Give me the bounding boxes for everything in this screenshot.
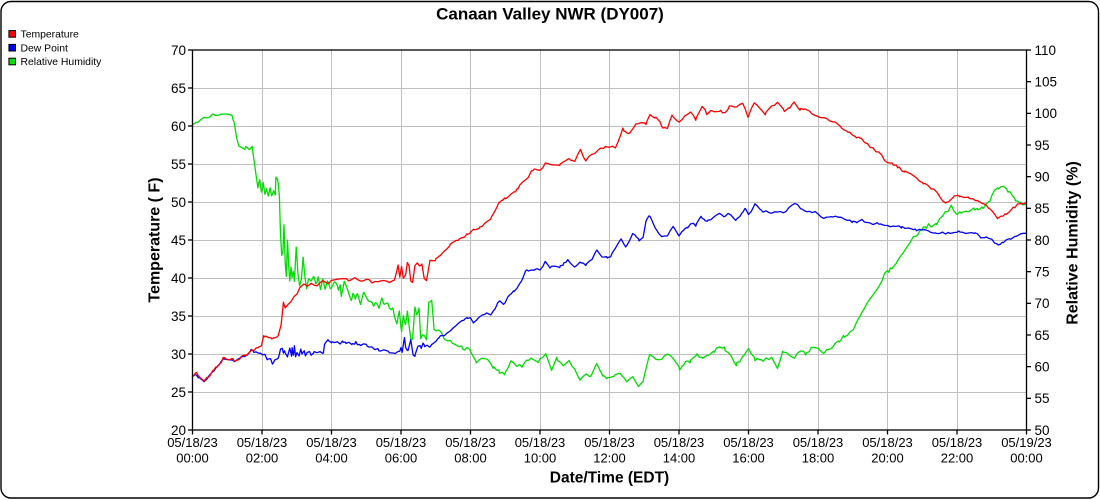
svg-text:05/18/23: 05/18/23 bbox=[932, 435, 983, 450]
svg-text:20:00: 20:00 bbox=[871, 451, 904, 466]
svg-text:Canaan Valley NWR (DY007): Canaan Valley NWR (DY007) bbox=[436, 5, 664, 24]
svg-text:Dew Point: Dew Point bbox=[21, 43, 68, 54]
svg-text:05/18/23: 05/18/23 bbox=[793, 435, 844, 450]
svg-text:70: 70 bbox=[1035, 296, 1050, 311]
svg-text:70: 70 bbox=[171, 43, 186, 58]
svg-text:100: 100 bbox=[1035, 106, 1058, 121]
svg-text:55: 55 bbox=[171, 157, 186, 172]
svg-text:10:00: 10:00 bbox=[524, 451, 557, 466]
svg-text:00:00: 00:00 bbox=[176, 451, 209, 466]
svg-text:Temperature ( F): Temperature ( F) bbox=[147, 177, 164, 302]
svg-text:05/19/23: 05/19/23 bbox=[1001, 435, 1052, 450]
svg-text:05/18/23: 05/18/23 bbox=[376, 435, 427, 450]
svg-text:110: 110 bbox=[1035, 43, 1057, 58]
svg-text:05/18/23: 05/18/23 bbox=[723, 435, 774, 450]
svg-text:35: 35 bbox=[171, 309, 186, 324]
svg-text:25: 25 bbox=[171, 385, 186, 400]
svg-text:65: 65 bbox=[1035, 328, 1050, 343]
svg-text:05/18/23: 05/18/23 bbox=[237, 435, 288, 450]
svg-text:06:00: 06:00 bbox=[385, 451, 418, 466]
svg-text:00:00: 00:00 bbox=[1010, 451, 1043, 466]
svg-text:85: 85 bbox=[1035, 201, 1050, 216]
svg-text:22:00: 22:00 bbox=[941, 451, 974, 466]
svg-text:90: 90 bbox=[1035, 170, 1050, 185]
svg-text:65: 65 bbox=[171, 81, 186, 96]
svg-text:12:00: 12:00 bbox=[593, 451, 626, 466]
svg-text:50: 50 bbox=[1035, 423, 1050, 438]
svg-text:04:00: 04:00 bbox=[315, 451, 348, 466]
svg-text:50: 50 bbox=[171, 195, 186, 210]
svg-text:30: 30 bbox=[171, 347, 186, 362]
svg-text:02:00: 02:00 bbox=[246, 451, 279, 466]
svg-text:60: 60 bbox=[171, 119, 186, 134]
svg-text:05/18/23: 05/18/23 bbox=[862, 435, 913, 450]
svg-text:18:00: 18:00 bbox=[802, 451, 835, 466]
svg-text:05/18/23: 05/18/23 bbox=[515, 435, 566, 450]
svg-text:05/18/23: 05/18/23 bbox=[306, 435, 357, 450]
svg-text:05/18/23: 05/18/23 bbox=[654, 435, 705, 450]
svg-text:95: 95 bbox=[1035, 138, 1050, 153]
svg-text:08:00: 08:00 bbox=[454, 451, 487, 466]
svg-text:Relative Humidity: Relative Humidity bbox=[21, 57, 103, 68]
svg-text:60: 60 bbox=[1035, 360, 1050, 375]
svg-text:20: 20 bbox=[171, 423, 186, 438]
svg-text:05/18/23: 05/18/23 bbox=[584, 435, 635, 450]
svg-text:05/18/23: 05/18/23 bbox=[445, 435, 496, 450]
svg-text:80: 80 bbox=[1035, 233, 1050, 248]
svg-text:40: 40 bbox=[171, 271, 186, 286]
svg-text:Relative Humidity (%): Relative Humidity (%) bbox=[1065, 161, 1082, 325]
svg-text:55: 55 bbox=[1035, 391, 1050, 406]
svg-text:75: 75 bbox=[1035, 265, 1050, 280]
svg-text:Temperature: Temperature bbox=[21, 30, 80, 41]
svg-text:Date/Time (EDT): Date/Time (EDT) bbox=[550, 470, 669, 487]
svg-text:16:00: 16:00 bbox=[732, 451, 765, 466]
svg-text:14:00: 14:00 bbox=[663, 451, 696, 466]
svg-text:05/18/23: 05/18/23 bbox=[167, 435, 218, 450]
svg-text:45: 45 bbox=[171, 233, 186, 248]
svg-text:105: 105 bbox=[1035, 75, 1058, 90]
